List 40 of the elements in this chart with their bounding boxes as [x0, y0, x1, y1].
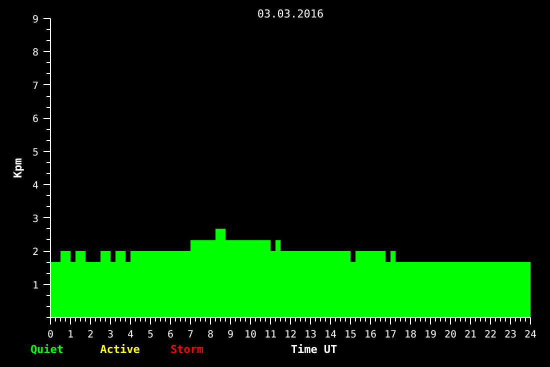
x-tick-label: 14 — [324, 330, 337, 340]
x-tick-label: 19 — [424, 330, 437, 340]
x-tick-label: 7 — [187, 330, 194, 340]
text: Storm — [170, 342, 204, 358]
x-tick-label: 22 — [484, 330, 497, 340]
x-axis-title: Time UT — [290, 342, 338, 358]
y-tick-label: 8 — [32, 48, 39, 59]
x-tick-label: 0 — [47, 330, 54, 340]
chart-title: 03.03.2016 — [257, 8, 324, 20]
y-tick-label: 7 — [32, 80, 39, 92]
x-tick-label: 1 — [67, 330, 74, 340]
x-tick-label: 16 — [364, 330, 377, 340]
x-tick-label: 9 — [227, 330, 234, 340]
x-tick-label: 21 — [464, 330, 477, 340]
x-tick-label: 3 — [107, 330, 114, 340]
x-tick-label: 8 — [207, 330, 214, 340]
x-tick-label: 2 — [87, 330, 94, 340]
x-tick-label: 5 — [147, 330, 154, 340]
y-tick-label: 4 — [32, 180, 39, 192]
x-tick-label: 18 — [404, 330, 417, 340]
x-tick-label: 23 — [504, 330, 517, 340]
y-tick-label: 3 — [32, 214, 39, 225]
x-tick-label: 12 — [284, 330, 297, 340]
y-tick-label: 2 — [32, 247, 39, 258]
x-tick-label: 4 — [127, 330, 134, 340]
y-axis-title: Kpm — [11, 158, 24, 178]
x-tick-label: 24 — [524, 330, 537, 340]
text: Active — [100, 342, 140, 358]
x-tick-label: 10 — [244, 330, 257, 340]
x-tick-label: 6 — [167, 330, 174, 340]
y-tick-label: 1 — [32, 280, 39, 292]
y-tick-label: 6 — [32, 114, 39, 126]
y-tick-label: 5 — [32, 147, 39, 158]
x-tick-label: 20 — [444, 330, 457, 340]
y-tick-label: 9 — [32, 14, 39, 26]
x-tick-label: 17 — [384, 330, 397, 340]
x-tick-label: 11 — [264, 330, 277, 340]
x-tick-label: 15 — [344, 330, 357, 340]
text: Quiet — [30, 342, 64, 358]
x-tick-label: 13 — [304, 330, 317, 340]
